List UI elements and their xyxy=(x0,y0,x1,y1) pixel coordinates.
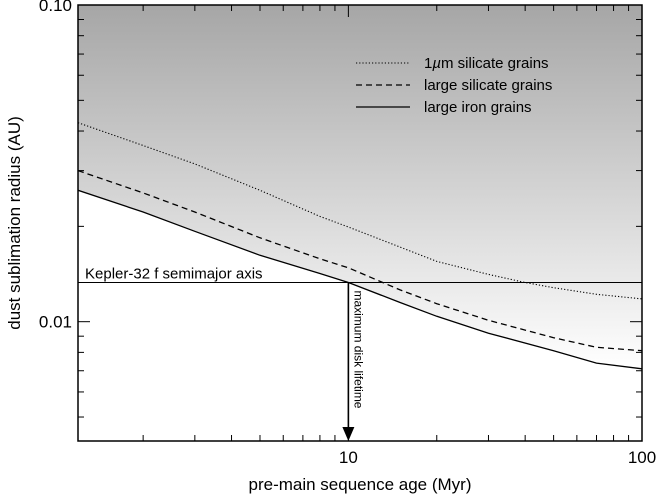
arrow-label: maximum disk lifetime xyxy=(351,290,365,408)
hline-label: Kepler-32 f semimajor axis xyxy=(85,265,263,282)
x-tick-label: 100 xyxy=(628,448,656,467)
y-axis-title: dust sublimation radius (AU) xyxy=(5,116,24,330)
y-tick-label: 0.01 xyxy=(39,313,72,332)
legend-label-0: 1µm silicate grains xyxy=(424,55,549,72)
ticks-layer: 10 100 0.01 0.10 xyxy=(39,0,656,467)
x-tick-label: 10 xyxy=(339,448,358,467)
plot-frame xyxy=(77,4,643,442)
series-layer xyxy=(78,122,642,370)
series-line-2 xyxy=(78,189,642,370)
series-line-1 xyxy=(78,169,642,352)
sublimation-shaded-region xyxy=(78,5,642,369)
legend: 1µm silicate grains large silicate grains… xyxy=(356,55,552,116)
legend-label-2: large iron grains xyxy=(424,99,532,116)
arrow-head-icon xyxy=(342,427,355,441)
y-tick-label: 0.10 xyxy=(39,0,72,15)
x-axis-title: pre-main sequence age (Myr) xyxy=(249,475,472,494)
legend-label-1: large silicate grains xyxy=(424,77,552,94)
plot-area xyxy=(78,5,642,370)
